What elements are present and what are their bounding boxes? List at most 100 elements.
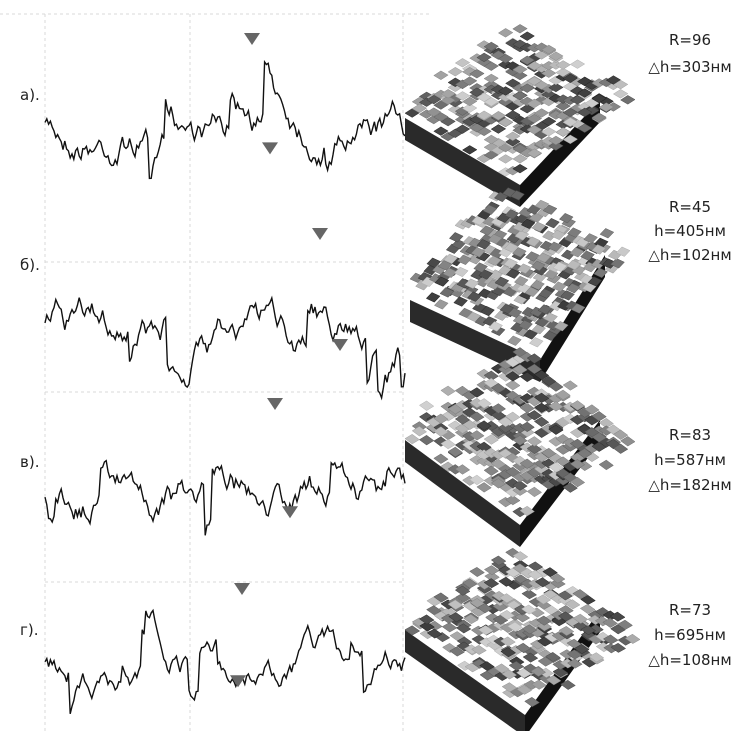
surface-3d	[404, 24, 636, 177]
surface-cell	[591, 112, 607, 123]
surface-cell	[548, 401, 564, 412]
surface-cell	[498, 593, 515, 604]
panel-param: h=587нм	[654, 451, 726, 469]
surface-cell	[510, 190, 525, 201]
surface-cell	[440, 117, 456, 127]
surface-cell	[548, 51, 564, 61]
surface-cell	[526, 486, 543, 498]
surface-cell	[552, 667, 569, 678]
surface-cell	[426, 628, 443, 639]
surface-cell	[543, 312, 558, 323]
surface-cell	[516, 684, 533, 695]
surface-cell	[519, 421, 535, 433]
surface-cell	[569, 438, 586, 450]
surface-cell	[419, 621, 435, 632]
surface-cell	[454, 585, 471, 596]
surface-cell	[573, 644, 590, 654]
surface-cell	[448, 612, 464, 623]
surface-cell	[583, 233, 598, 244]
panel-label: а).	[20, 86, 40, 104]
surface-cell	[507, 335, 522, 346]
surface-cell	[505, 110, 521, 120]
surface-cell	[492, 614, 509, 625]
profile-marker	[312, 228, 328, 240]
panel-param: △h=102нм	[648, 246, 731, 264]
surface-cell	[483, 134, 499, 145]
surface-cell	[542, 567, 558, 578]
surface-cell	[505, 268, 521, 279]
surface-cell	[437, 260, 453, 271]
surface-cell	[555, 101, 571, 111]
surface-cell	[487, 255, 502, 267]
surface-cell	[434, 276, 450, 287]
surface-cell	[521, 624, 538, 635]
surface-cell	[519, 371, 535, 383]
surface-cell	[566, 259, 582, 271]
panel-param: h=695нм	[654, 626, 726, 644]
surface-cell	[610, 258, 625, 269]
surface-cell	[483, 61, 499, 71]
surface-cell	[612, 89, 629, 99]
surface-cell	[547, 241, 563, 252]
surface-cell	[476, 239, 492, 250]
panel-param: R=45	[669, 198, 711, 216]
surface-cell	[569, 247, 585, 258]
surface-cell	[524, 697, 540, 707]
surface-cell	[483, 73, 499, 84]
surface-cell	[572, 589, 588, 600]
surface-cell	[463, 614, 479, 625]
surface-cell	[536, 615, 552, 626]
surface-cell	[531, 679, 547, 690]
surface-cell	[526, 436, 543, 447]
surface-cell	[593, 267, 608, 279]
surface-cell	[550, 229, 566, 241]
surface-cell	[462, 96, 478, 107]
surface-cell	[612, 443, 629, 454]
surface-cell	[454, 58, 471, 68]
surface-cell	[516, 668, 532, 679]
surface-cell	[476, 420, 492, 431]
surface-cell	[557, 590, 573, 601]
surface-side	[405, 630, 525, 731]
surface-cell	[609, 611, 626, 622]
surface-cell	[534, 577, 551, 588]
surface-cell	[514, 612, 531, 623]
surface-cell	[476, 398, 492, 409]
surface-cell	[519, 55, 535, 65]
surface-cell	[620, 95, 636, 105]
surface-cell	[562, 380, 578, 391]
panel-label: б).	[20, 256, 40, 274]
surface-cell	[477, 625, 494, 636]
surface-cell	[512, 551, 529, 562]
surface-cell	[443, 253, 458, 265]
surface-cell	[569, 59, 586, 69]
surface-cell	[545, 217, 560, 229]
surface-profile	[44, 295, 406, 401]
surface-cell	[433, 592, 449, 603]
surface-cell	[528, 337, 544, 348]
surface-cell	[541, 44, 557, 55]
surface-cell	[521, 604, 537, 615]
surface-cell	[479, 661, 495, 672]
surface-cell	[533, 80, 550, 90]
surface-cell	[411, 103, 428, 114]
surface-cell	[537, 656, 554, 667]
surface-cell	[525, 251, 540, 262]
surface-cell	[480, 305, 495, 317]
surface-cell	[612, 79, 629, 90]
surface-cell	[505, 78, 521, 88]
surface-cell	[505, 495, 521, 506]
surface-cell	[526, 125, 543, 135]
surface-cell	[533, 369, 550, 381]
surface-cell	[473, 262, 488, 273]
surface-cell	[447, 446, 463, 458]
panel-param: R=96	[669, 31, 711, 49]
surface-cell	[433, 299, 449, 310]
surface-cell	[505, 131, 521, 141]
surface-cell	[562, 73, 578, 83]
surface-cell	[620, 436, 636, 447]
surface-cell	[541, 116, 557, 127]
surface-cell	[526, 114, 543, 124]
surface-cell	[508, 661, 525, 671]
